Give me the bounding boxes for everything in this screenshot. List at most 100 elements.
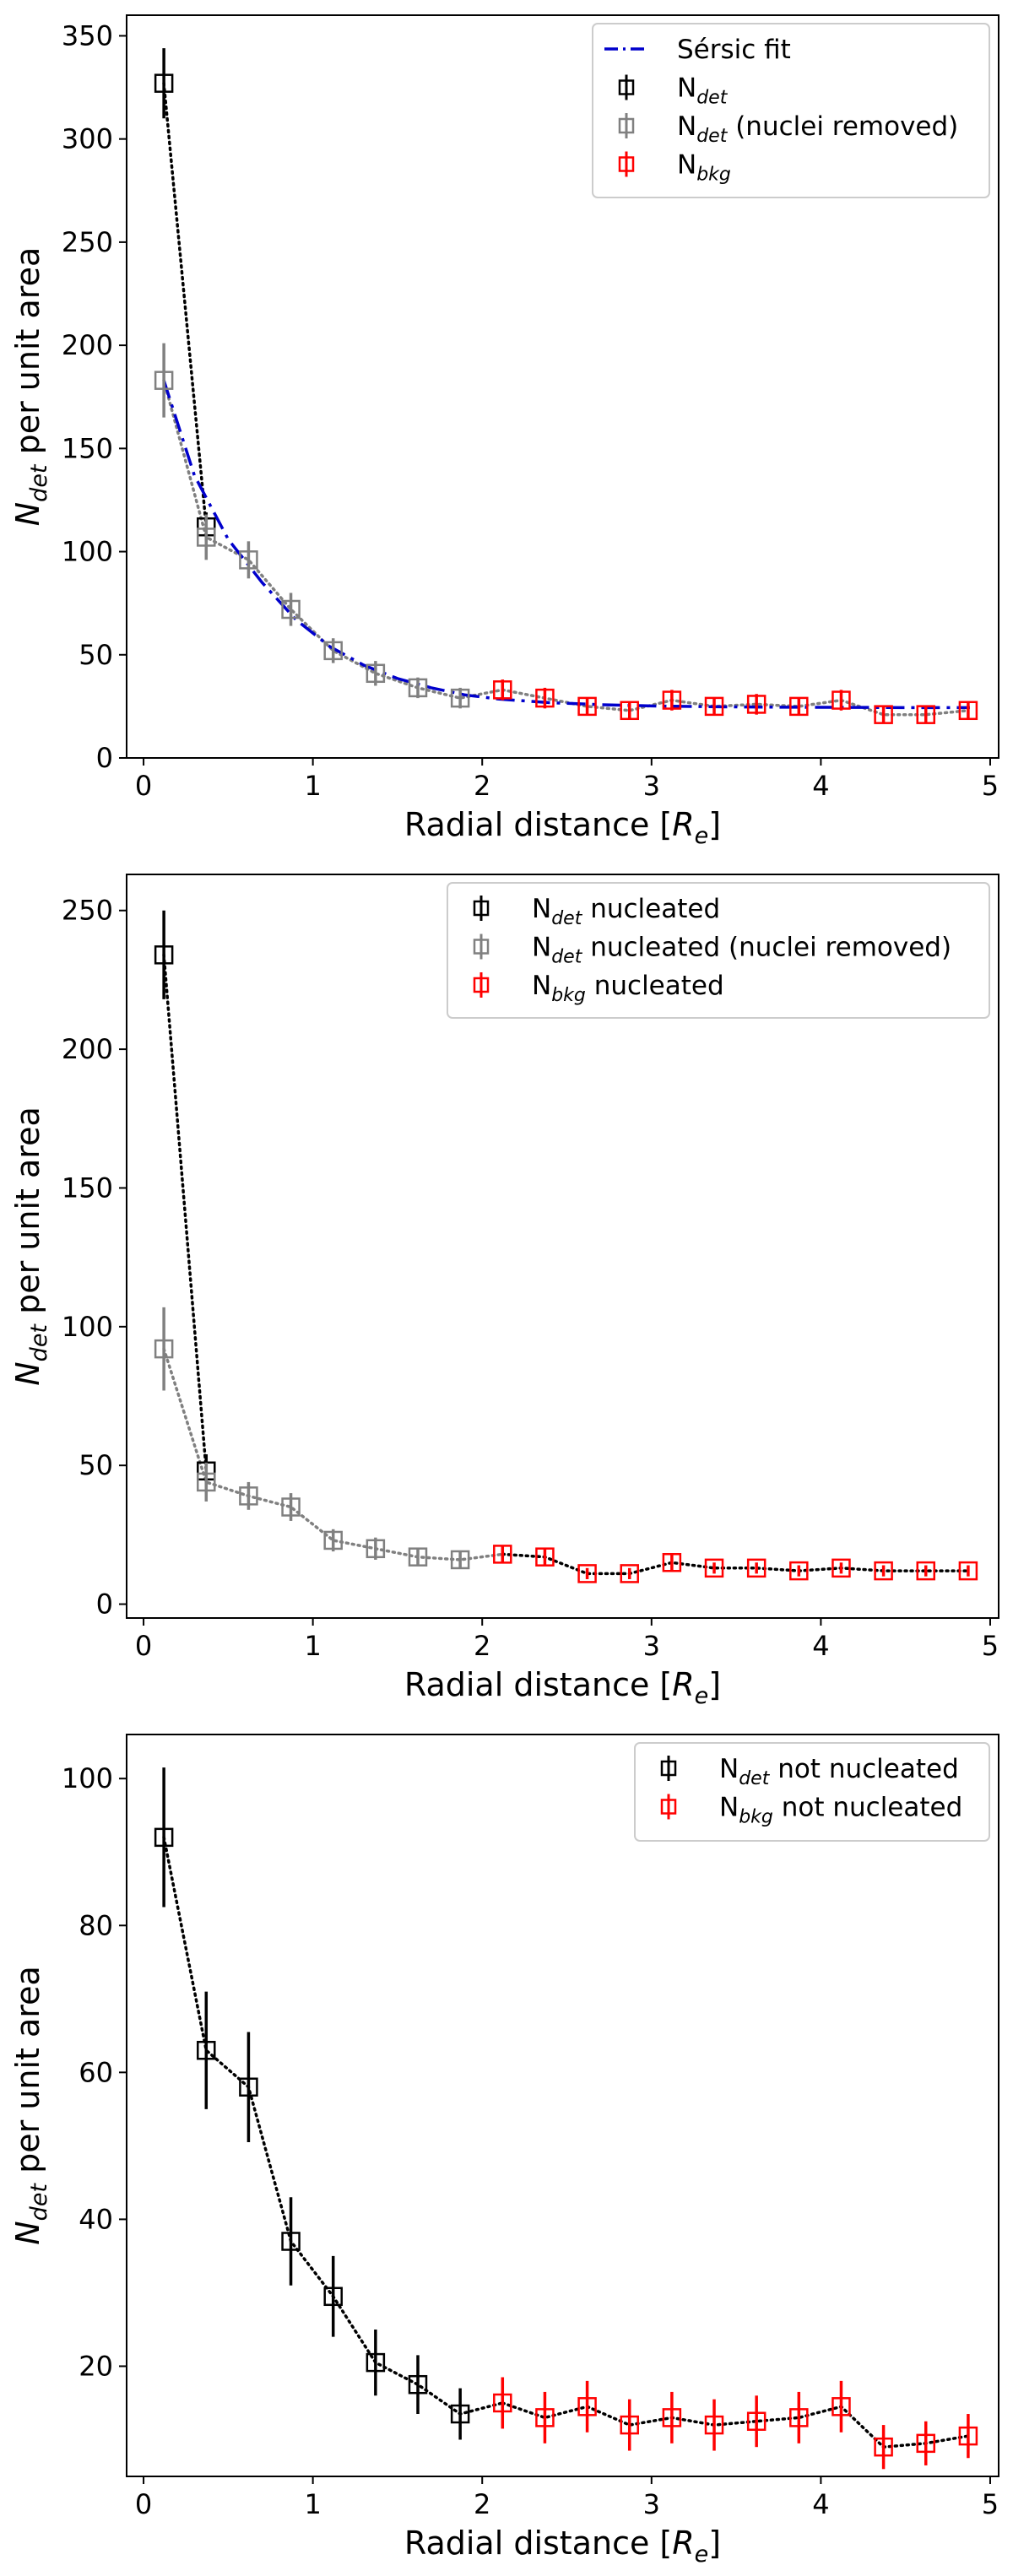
legend-label: Sérsic fit [677,35,791,65]
data-point-marker [154,945,174,965]
y-tick-label: 150 [62,432,113,464]
data-point-marker [577,2397,597,2416]
data-point-marker [408,678,428,698]
x-axis-label-text: Radial distance [ [404,2525,672,2562]
legend-label: Ndet nucleated [532,894,720,929]
data-point-marker [154,371,174,390]
x-tick-label: 2 [474,2488,490,2520]
legend-label-sub: det [696,126,729,147]
y-axis-label-sub: det [26,463,52,502]
legend-label-suffix: nucleated [582,894,720,924]
data-point-marker [916,2433,935,2454]
data-point-marker [493,2393,512,2413]
x-tick-label: 1 [304,1630,321,1662]
legend-marker-handle [473,939,490,955]
data-point-marker [789,1561,809,1581]
data-point-marker [450,1550,470,1570]
y-tick-label: 200 [62,1033,113,1065]
data-point-marker [704,1558,724,1578]
data-point-marker [916,1561,935,1581]
legend-label: Ndet nucleated (nuclei removed) [532,933,951,968]
data-point-marker [958,2426,978,2446]
data-point-marker [366,2352,386,2373]
data-point-marker [620,2415,639,2435]
legend-label-main: N [677,73,696,104]
legend-label-sub: bkg [739,1807,773,1828]
data-point-marker [154,1339,174,1359]
connect-line [501,1552,970,1576]
legend-label-sub: det [696,88,729,109]
x-tick-label: 4 [812,2488,829,2520]
x-tick-label: 0 [135,2488,152,2520]
x-tick-label: 3 [643,770,660,802]
y-axis-label-main: N [9,502,46,526]
axes-frame [126,874,999,1619]
legend-marker-handle [660,1760,677,1777]
x-tick-label: 5 [982,770,999,802]
sersic-fit-line [162,380,970,710]
y-tick-label: 250 [62,226,113,258]
connect-line [162,1347,505,1561]
x-tick-label: 1 [304,2488,321,2520]
data-point-marker [535,688,555,708]
legend-marker-handle [473,900,490,917]
data-point-marker [239,550,258,570]
y-axis-label-main: N [9,1361,46,1385]
legend-marker-handle [660,1799,677,1815]
plot-area [154,910,978,1583]
x-axis-label-text: Radial distance [ [404,806,672,843]
data-point-marker [408,1547,428,1567]
data-point-marker [323,1530,343,1550]
x-axis-label-unit-sub: e [695,2541,709,2568]
x-tick-label: 5 [982,2488,999,2520]
data-point-marker [197,2040,216,2060]
legend-label: Nbkg nucleated [532,971,724,1006]
legend-label-suffix: nucleated [586,971,724,1001]
x-axis-label-unit-sub: e [695,823,709,849]
plot-area [154,1767,978,2470]
legend-marker-handle [473,977,490,993]
data-point-marker [197,1472,216,1492]
legend-label-sub: bkg [696,165,731,186]
data-point-marker [535,2408,555,2427]
legend-label-main: N [719,1754,739,1784]
legend-label-sub: det [739,1768,771,1789]
data-point-marker [789,696,809,717]
axes-frame [126,1734,999,2477]
legend-label-main: N [677,150,696,181]
x-axis-label-unit: R [672,1666,694,1703]
data-point-marker [874,1561,893,1581]
connect-line [501,2401,970,2449]
legend-label-main: N [532,894,551,924]
legend-marker-handle [618,117,635,134]
connect-line [162,953,209,1473]
x-tick-label: 3 [643,1630,660,1662]
legend-label-main: N [719,1793,739,1823]
x-axis-label-text: Radial distance [ [404,1666,672,1703]
legend-label-main: N [677,111,696,142]
y-axis-label-rest: per unit area [9,1107,46,1324]
x-tick-label: 0 [135,1630,152,1662]
legend-frame [634,1742,990,1842]
legend-marker-handle [618,79,635,95]
y-tick-label: 300 [62,123,113,155]
data-point-marker [154,1827,174,1848]
data-point-marker [493,680,512,700]
data-point-marker [832,1558,851,1578]
data-point-marker [408,2374,428,2395]
x-tick-label: 0 [135,770,152,802]
y-tick-label: 150 [62,1172,113,1204]
x-tick-label: 4 [812,1630,829,1662]
x-axis-label: Radial distance [Re] [404,2525,721,2568]
data-point-marker [958,1561,978,1581]
x-axis-label-unit-sub: e [695,1683,709,1709]
data-point-marker [323,641,343,661]
data-point-marker [958,701,978,721]
legend-label-suffix: nucleated (nuclei removed) [582,933,951,963]
data-point-marker [577,696,597,717]
x-axis-label-close: ] [708,806,721,843]
